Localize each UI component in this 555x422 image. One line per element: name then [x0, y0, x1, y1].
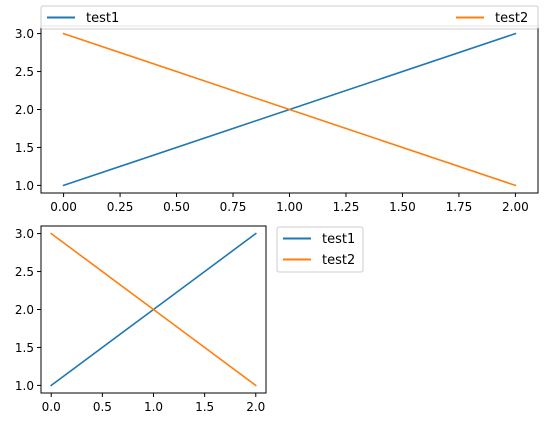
chart-top: 0.00 0.25 0.50 0.75 1.00 1.25 1.50 1.75 2.00 1.0…	[15, 5, 539, 214]
x-tick-label-top: 1.25	[333, 200, 360, 214]
y-tick-label-top: 1.0	[15, 179, 34, 193]
legend-bottom-label-test1: test1	[322, 232, 355, 247]
legend-top: test1 test2	[40, 5, 539, 30]
y-tick-label-top: 2.5	[15, 65, 34, 79]
x-tick-label-top: 0.25	[107, 200, 134, 214]
x-axis-top: 0.00 0.25 0.50 0.75 1.00 1.25 1.50 1.75 2.00	[50, 193, 529, 214]
y-tick-label-bottom: 3.0	[15, 227, 34, 241]
x-tick-label-top: 2.00	[502, 200, 529, 214]
y-tick-label-bottom: 1.5	[15, 341, 34, 355]
x-tick-label-top: 0.00	[50, 200, 77, 214]
legend-top-label-test2: test2	[495, 11, 528, 26]
series-group-bottom	[50, 232, 257, 387]
legend-top-label-test1: test1	[86, 11, 119, 26]
x-tick-label-top: 0.75	[220, 200, 247, 214]
legend-top-frame	[40, 5, 539, 30]
y-tick-label-top: 1.5	[15, 141, 34, 155]
series-line-top-test2	[62, 32, 517, 187]
legend-bottom: test1 test2	[276, 226, 364, 273]
x-tick-label-bottom: 2.0	[246, 400, 265, 414]
y-axis-top: 1.0 1.5 2.0 2.5 3.0	[15, 27, 41, 193]
x-axis-bottom: 0.0 0.5 1.0 1.5 2.0	[42, 393, 265, 414]
x-tick-label-bottom: 1.5	[195, 400, 214, 414]
legend-bottom-label-test2: test2	[322, 253, 355, 268]
x-tick-label-top: 1.50	[389, 200, 416, 214]
x-tick-label-top: 1.00	[276, 200, 303, 214]
y-tick-label-bottom: 1.0	[15, 379, 34, 393]
series-line-bottom-test2	[50, 232, 257, 387]
chart-bottom: 0.0 0.5 1.0 1.5 2.0 1.0 1.5 2.0 2.5 3.0 test1 te…	[15, 225, 364, 414]
x-tick-label-top: 1.75	[446, 200, 473, 214]
x-tick-label-top: 0.50	[163, 200, 190, 214]
x-tick-label-bottom: 0.0	[42, 400, 61, 414]
y-tick-label-top: 3.0	[15, 27, 34, 41]
y-tick-label-bottom: 2.5	[15, 265, 34, 279]
series-group-top	[62, 32, 517, 187]
x-tick-label-bottom: 1.0	[144, 400, 163, 414]
y-tick-label-bottom: 2.0	[15, 303, 34, 317]
y-axis-bottom: 1.0 1.5 2.0 2.5 3.0	[15, 227, 41, 393]
y-tick-label-top: 2.0	[15, 103, 34, 117]
x-tick-label-bottom: 0.5	[93, 400, 112, 414]
